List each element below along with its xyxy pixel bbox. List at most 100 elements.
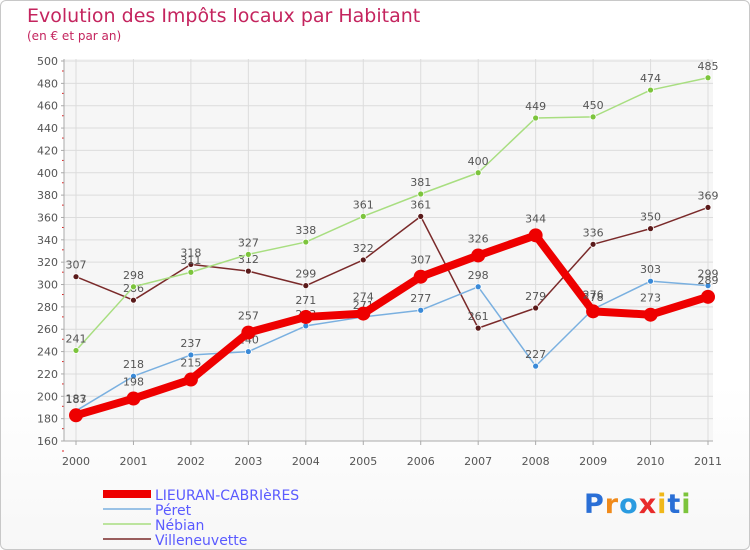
x-tick-label: 2005 xyxy=(349,455,377,468)
data-point-lieuran-cabrieres xyxy=(241,325,256,340)
data-label-nebian: 241 xyxy=(66,332,87,345)
y-tick-label: 460 xyxy=(37,100,58,113)
data-label-villeneuvette: 318 xyxy=(180,246,201,259)
y-tick-label: 180 xyxy=(37,413,58,426)
data-point-nebian xyxy=(647,86,654,94)
y-tick-label: 240 xyxy=(37,346,58,359)
data-label-peret: 187 xyxy=(66,393,87,406)
x-tick-label: 2002 xyxy=(177,455,205,468)
data-point-nebian xyxy=(187,268,195,276)
y-tick-label: 320 xyxy=(37,256,58,269)
data-point-peret xyxy=(130,372,137,380)
legend-label: Villeneuvette xyxy=(155,533,247,549)
data-label-villeneuvette: 261 xyxy=(468,310,489,323)
data-point-villeneuvette xyxy=(244,267,252,275)
data-label-lieuran-cabrieres: 198 xyxy=(123,376,144,389)
data-point-lieuran-cabrieres xyxy=(183,372,198,387)
data-label-lieuran-cabrieres: 274 xyxy=(353,291,374,304)
data-point-lieuran-cabrieres xyxy=(298,309,313,324)
x-tick-label: 2001 xyxy=(119,455,147,468)
data-point-lieuran-cabrieres xyxy=(586,304,601,319)
plot-area xyxy=(64,59,713,441)
y-tick-label: 280 xyxy=(37,301,58,314)
data-label-nebian: 449 xyxy=(525,100,546,113)
x-tick-label: 2004 xyxy=(292,455,320,468)
data-label-nebian: 485 xyxy=(698,60,719,73)
data-point-villeneuvette xyxy=(187,261,195,268)
chart-subtitle: (en € et par an) xyxy=(27,29,122,43)
legend-label: Péret xyxy=(155,503,192,519)
logo-letter: i xyxy=(681,489,692,520)
x-tick-label: 2008 xyxy=(522,455,550,468)
data-point-nebian xyxy=(72,347,80,354)
series-line-peret xyxy=(75,280,709,412)
data-point-villeneuvette xyxy=(589,240,597,248)
series-line-lieuran-cabrieres xyxy=(74,231,710,420)
y-tick-label: 200 xyxy=(37,390,58,403)
data-label-nebian: 400 xyxy=(468,155,489,168)
data-label-lieuran-cabrieres: 215 xyxy=(180,357,201,370)
data-point-villeneuvette xyxy=(532,304,540,312)
data-point-peret xyxy=(474,283,482,291)
data-point-lieuran-cabrieres xyxy=(413,269,428,284)
data-label-nebian: 450 xyxy=(583,99,604,112)
data-label-villeneuvette: 299 xyxy=(295,268,316,281)
data-point-nebian xyxy=(474,169,482,177)
data-label-villeneuvette: 322 xyxy=(353,242,374,255)
data-label-lieuran-cabrieres: 326 xyxy=(468,232,489,245)
x-tick-label: 2006 xyxy=(407,455,435,468)
data-point-peret xyxy=(417,306,425,314)
data-point-villeneuvette xyxy=(704,204,712,211)
data-label-peret: 218 xyxy=(123,358,144,371)
y-tick-label: 380 xyxy=(37,189,58,202)
logo-letter: r xyxy=(604,489,620,520)
data-point-lieuran-cabrieres xyxy=(643,307,658,322)
data-label-villeneuvette: 307 xyxy=(66,259,87,272)
data-point-nebian xyxy=(302,238,310,246)
y-tick-label: 220 xyxy=(37,368,58,381)
data-point-lieuran-cabrieres xyxy=(528,228,543,243)
logo-letter: i xyxy=(657,489,668,520)
data-label-nebian: 338 xyxy=(295,224,316,237)
data-label-peret: 303 xyxy=(640,263,661,276)
logo-letter: P xyxy=(584,489,605,520)
data-point-nebian xyxy=(532,114,540,122)
data-point-lieuran-cabrieres xyxy=(701,289,715,304)
logo-letter: x xyxy=(638,489,658,520)
data-label-lieuran-cabrieres: 271 xyxy=(295,294,316,307)
data-point-nebian xyxy=(244,250,252,258)
proxiti-logo: Proxiti xyxy=(584,489,692,520)
legend-label: LIEURAN-CABRIèRES xyxy=(155,488,299,504)
data-point-peret xyxy=(532,362,540,370)
y-tick-label: 420 xyxy=(37,144,58,157)
data-label-lieuran-cabrieres: 344 xyxy=(525,212,546,225)
data-label-peret: 277 xyxy=(410,292,431,305)
data-label-lieuran-cabrieres: 257 xyxy=(238,310,259,323)
data-point-villeneuvette xyxy=(359,256,367,264)
data-label-peret: 299 xyxy=(698,268,719,281)
y-tick-label: 260 xyxy=(37,323,58,336)
x-tick-label: 2011 xyxy=(694,455,722,468)
x-tick-label: 2009 xyxy=(579,455,607,468)
data-point-lieuran-cabrieres xyxy=(126,391,141,406)
y-tick-label: 480 xyxy=(37,77,58,90)
data-point-lieuran-cabrieres xyxy=(471,248,486,263)
data-label-villeneuvette: 369 xyxy=(698,189,719,202)
data-label-peret: 227 xyxy=(525,348,546,361)
logo-letter: t xyxy=(667,489,682,520)
series-line-villeneuvette xyxy=(75,206,709,329)
data-label-peret: 237 xyxy=(180,337,201,350)
y-tick-label: 300 xyxy=(37,279,58,292)
data-label-lieuran-cabrieres: 307 xyxy=(410,254,431,267)
data-point-villeneuvette xyxy=(474,324,482,332)
y-tick-label: 500 xyxy=(37,55,58,68)
data-point-villeneuvette xyxy=(417,212,425,220)
data-point-villeneuvette xyxy=(72,273,80,281)
data-point-nebian xyxy=(589,113,597,121)
data-label-nebian: 298 xyxy=(123,269,144,282)
chart-title: Evolution des Impôts locaux par Habitant xyxy=(27,5,421,27)
data-label-nebian: 474 xyxy=(640,72,661,85)
data-point-villeneuvette xyxy=(302,282,310,290)
data-label-lieuran-cabrieres: 183 xyxy=(66,392,87,405)
